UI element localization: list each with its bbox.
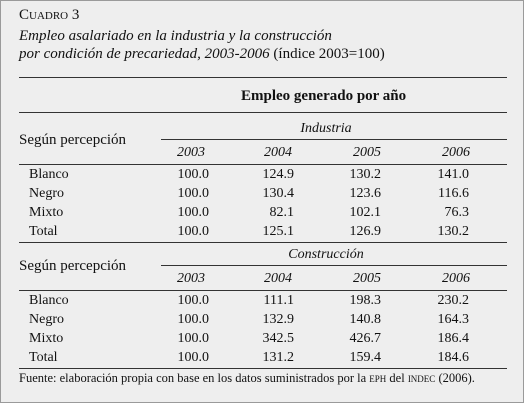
rule (19, 368, 507, 369)
cell: 102.1 (349, 205, 382, 220)
cell: 123.6 (349, 186, 382, 201)
column-header: 2005 (353, 271, 381, 286)
title-text: por condición de precariedad, 2003-2006 (19, 46, 270, 62)
cell: 100.0 (177, 350, 210, 365)
column-header: 2006 (442, 145, 470, 160)
cell: 100.0 (177, 293, 210, 308)
rule (19, 112, 507, 113)
column-header: 2003 (177, 271, 205, 286)
cell: 100.0 (177, 186, 210, 201)
cell: 130.4 (262, 186, 295, 201)
cell: 186.4 (437, 331, 470, 346)
rule (161, 139, 507, 140)
cell: 130.2 (437, 224, 470, 239)
cell: 100.0 (177, 224, 210, 239)
rule (19, 290, 507, 291)
row-label: Mixto (29, 205, 64, 220)
column-header: 2005 (353, 145, 381, 160)
cell: 141.0 (437, 167, 470, 182)
row-header: Según percepción (19, 258, 127, 274)
cell: 164.3 (437, 312, 470, 327)
column-header: 2004 (264, 145, 292, 160)
cell: 230.2 (437, 293, 470, 308)
row-label: Negro (29, 312, 64, 327)
rule (19, 77, 507, 78)
section-name: Industria (300, 121, 352, 136)
source-text: Fuente: elaboración propia con base en l… (19, 371, 370, 385)
rule (19, 164, 507, 165)
row-label: Total (29, 350, 58, 365)
cell: 124.9 (262, 167, 295, 182)
group-header: Empleo generado por año (241, 88, 407, 104)
cell: 159.4 (349, 350, 382, 365)
source-text: eph (369, 371, 387, 385)
row-header: Según percepción (19, 132, 127, 148)
cell: 100.0 (177, 331, 210, 346)
row-label: Blanco (29, 293, 69, 308)
column-header: 2006 (442, 271, 470, 286)
cell: 100.0 (177, 167, 210, 182)
cell: 116.6 (438, 186, 469, 201)
cell: 76.3 (444, 205, 470, 220)
cell: 82.1 (269, 205, 295, 220)
source-text: del (386, 371, 408, 385)
row-label: Blanco (29, 167, 69, 182)
source-text: indec (407, 371, 436, 385)
row-label: Mixto (29, 331, 64, 346)
cell: 198.3 (349, 293, 382, 308)
title: por condición de precariedad, 2003-2006 … (19, 46, 385, 62)
column-header: 2004 (264, 271, 292, 286)
source: Fuente: elaboración propia con base en l… (19, 370, 475, 386)
cell: 132.9 (262, 312, 295, 327)
cell: 184.6 (437, 350, 470, 365)
rule (161, 265, 507, 266)
source-text: (2006). (435, 371, 475, 385)
column-header: 2003 (177, 145, 205, 160)
cell: 342.5 (262, 331, 295, 346)
cell: 111.1 (263, 293, 294, 308)
cell: 140.8 (349, 312, 382, 327)
cell: 125.1 (262, 224, 295, 239)
title-note: (índice 2003=100) (273, 46, 385, 62)
cell: 100.0 (177, 205, 210, 220)
cell: 130.2 (349, 167, 382, 182)
cell: 100.0 (177, 312, 210, 327)
title: Empleo asalariado en la industria y la c… (19, 28, 332, 44)
cell: 426.7 (349, 331, 382, 346)
cell: 126.9 (349, 224, 382, 239)
figure-label: Cuadro 3 (19, 7, 80, 23)
cell: 131.2 (262, 350, 295, 365)
rule (19, 242, 507, 243)
section-name: Construcción (288, 247, 364, 262)
row-label: Negro (29, 186, 64, 201)
row-label: Total (29, 224, 58, 239)
